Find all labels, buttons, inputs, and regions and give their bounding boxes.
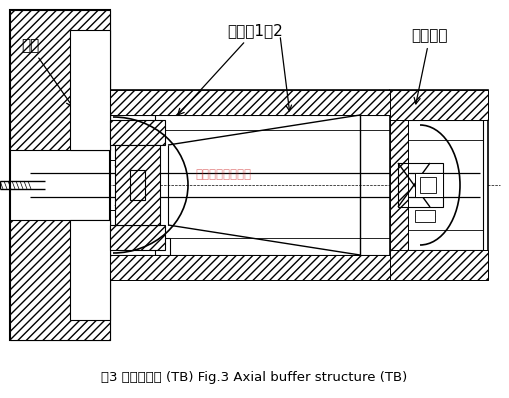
- Bar: [115, 145, 160, 225]
- Text: 图3 机芯结构图 (TB) Fig.3 Axial buffer structure (TB): 图3 机芯结构图 (TB) Fig.3 Axial buffer structu…: [101, 371, 407, 384]
- Bar: [10, 10, 110, 150]
- Text: 主轴: 主轴: [21, 38, 73, 107]
- Bar: [110, 255, 390, 280]
- Bar: [415, 210, 435, 222]
- Bar: [390, 120, 408, 250]
- Bar: [110, 120, 165, 145]
- Bar: [390, 90, 488, 280]
- Bar: [415, 173, 443, 197]
- Bar: [420, 177, 436, 193]
- Bar: [390, 90, 488, 120]
- Bar: [70, 220, 110, 320]
- Bar: [390, 250, 488, 280]
- Bar: [70, 30, 110, 150]
- Bar: [398, 163, 443, 207]
- Bar: [10, 10, 110, 340]
- Bar: [130, 170, 145, 200]
- Bar: [10, 220, 110, 340]
- Text: 江苏华云流量计厂: 江苏华云流量计厂: [195, 168, 251, 181]
- Bar: [110, 225, 165, 250]
- Text: 推力轴承: 推力轴承: [412, 28, 448, 104]
- Text: 主轴承1、2: 主轴承1、2: [178, 23, 283, 115]
- Bar: [110, 90, 390, 115]
